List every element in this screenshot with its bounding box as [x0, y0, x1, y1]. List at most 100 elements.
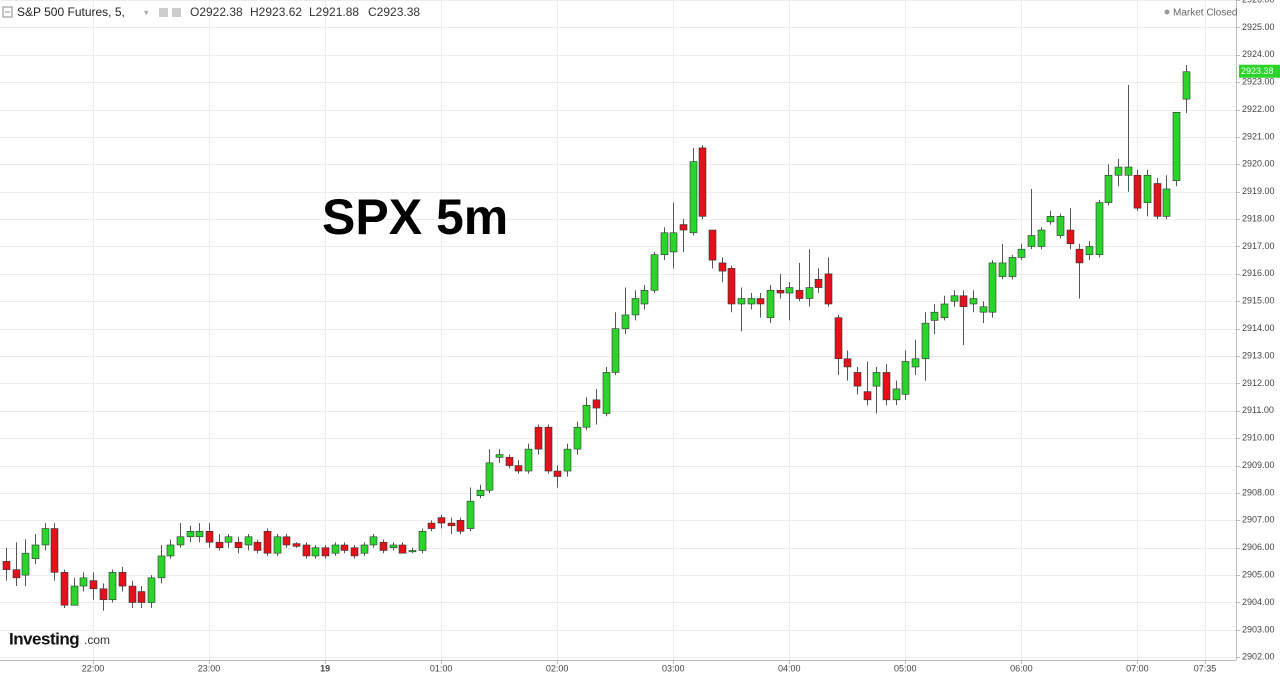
- collapse-icon[interactable]: [2, 6, 13, 18]
- candle-body: [273, 536, 282, 554]
- y-tick-label: 2904.00: [1242, 597, 1275, 607]
- candle-body: [582, 405, 591, 428]
- candle-body: [398, 544, 407, 554]
- candle-body: [553, 470, 562, 477]
- candle-body: [660, 232, 669, 255]
- candle-body: [901, 361, 910, 395]
- x-tick-label: 07:00: [1126, 663, 1149, 673]
- candle-body: [640, 289, 649, 305]
- y-tick-label: 2910.00: [1242, 433, 1275, 443]
- candle-body: [766, 289, 775, 318]
- candle-body: [360, 544, 369, 554]
- candle-body: [785, 287, 794, 294]
- y-tick-label: 2912.00: [1242, 378, 1275, 388]
- brand-suffix: .com: [84, 633, 110, 647]
- candle-body: [215, 541, 224, 549]
- candle-body: [31, 544, 40, 559]
- candle-body: [747, 298, 756, 305]
- y-tick-label: 2905.00: [1242, 569, 1275, 579]
- candle-body: [311, 547, 320, 557]
- candle-body: [195, 530, 204, 538]
- y-tick-label: 2926.00: [1242, 0, 1275, 4]
- candle-body: [950, 295, 959, 302]
- y-tick-label: 2914.00: [1242, 323, 1275, 333]
- candle-body: [756, 298, 765, 305]
- candle-body: [882, 372, 891, 401]
- candle-body: [369, 536, 378, 546]
- candle-body: [70, 585, 79, 606]
- candle-body: [727, 268, 736, 305]
- candle-body: [1153, 183, 1162, 217]
- candle-body: [834, 317, 843, 360]
- candle-body: [1046, 216, 1055, 223]
- candle-body: [737, 298, 746, 305]
- candle-body: [456, 520, 465, 532]
- chart-title: SPX 5m: [322, 189, 508, 245]
- market-status: Market Closed: [1173, 8, 1237, 19]
- dropdown-icon[interactable]: ▾: [144, 7, 149, 17]
- candle-body: [128, 585, 137, 603]
- candles: [2, 65, 1191, 611]
- candle-body: [108, 572, 117, 601]
- candle-body: [1114, 166, 1123, 176]
- y-tick-label: 2920.00: [1242, 159, 1275, 169]
- candle-body: [969, 298, 978, 305]
- candle-body: [340, 544, 349, 551]
- candle-body: [805, 287, 814, 299]
- candle-body: [331, 544, 340, 554]
- candle-body: [263, 530, 272, 554]
- candle-body: [137, 591, 146, 603]
- candle-body: [50, 528, 59, 573]
- candle-body: [544, 426, 553, 472]
- candle-body: [166, 544, 175, 557]
- y-tick-label: 2922.00: [1242, 104, 1275, 114]
- candle-body: [650, 254, 659, 291]
- candle-body: [679, 224, 688, 231]
- y-tick-label: 2908.00: [1242, 487, 1275, 497]
- status-dot: [1164, 9, 1170, 15]
- candle-body: [824, 273, 833, 305]
- candle-body: [41, 528, 50, 546]
- y-tick-label: 2906.00: [1242, 542, 1275, 552]
- y-tick-label: 2918.00: [1242, 213, 1275, 223]
- x-tick-label: 03:00: [662, 663, 685, 673]
- candle-body: [253, 541, 262, 551]
- candle-body: [718, 262, 727, 272]
- candle-body: [621, 314, 630, 329]
- x-tick-label: 19: [320, 663, 330, 673]
- candle-body: [1182, 71, 1191, 100]
- header: S&P 500 Futures, 5, ▾ O2922.38 H2923.62 …: [2, 5, 1237, 19]
- brand-name: Investing: [9, 629, 79, 648]
- candle-body: [979, 306, 988, 313]
- candle-body: [563, 448, 572, 472]
- y-tick-label: 2921.00: [1242, 131, 1275, 141]
- candle-body: [1095, 202, 1104, 255]
- candle-body: [224, 536, 233, 543]
- candle-body: [1162, 188, 1171, 217]
- candle-body: [1056, 216, 1065, 236]
- candle-body: [292, 543, 301, 547]
- ohlc-open: O2922.38: [190, 5, 243, 19]
- x-tick-label: 07:35: [1194, 663, 1217, 673]
- candle-body: [147, 577, 156, 603]
- close-icon[interactable]: [172, 8, 181, 17]
- candle-body: [573, 426, 582, 450]
- y-tick-label: 2923.00: [1242, 77, 1275, 87]
- settings-icon[interactable]: [159, 8, 168, 17]
- x-tick-label: 22:00: [82, 663, 105, 673]
- candle-body: [534, 426, 543, 450]
- candle-body: [505, 457, 514, 466]
- candle-body: [853, 372, 862, 387]
- candle-body: [321, 547, 330, 557]
- y-tick-label: 2913.00: [1242, 350, 1275, 360]
- candle-body: [872, 372, 881, 387]
- candle-body: [1017, 248, 1026, 258]
- candle-body: [863, 391, 872, 401]
- y-tick-label: 2902.00: [1242, 652, 1275, 662]
- candle-body: [2, 561, 11, 570]
- candle-body: [1066, 229, 1075, 245]
- x-tick-label: 23:00: [198, 663, 221, 673]
- candle-body: [843, 358, 852, 368]
- candle-body: [592, 399, 601, 409]
